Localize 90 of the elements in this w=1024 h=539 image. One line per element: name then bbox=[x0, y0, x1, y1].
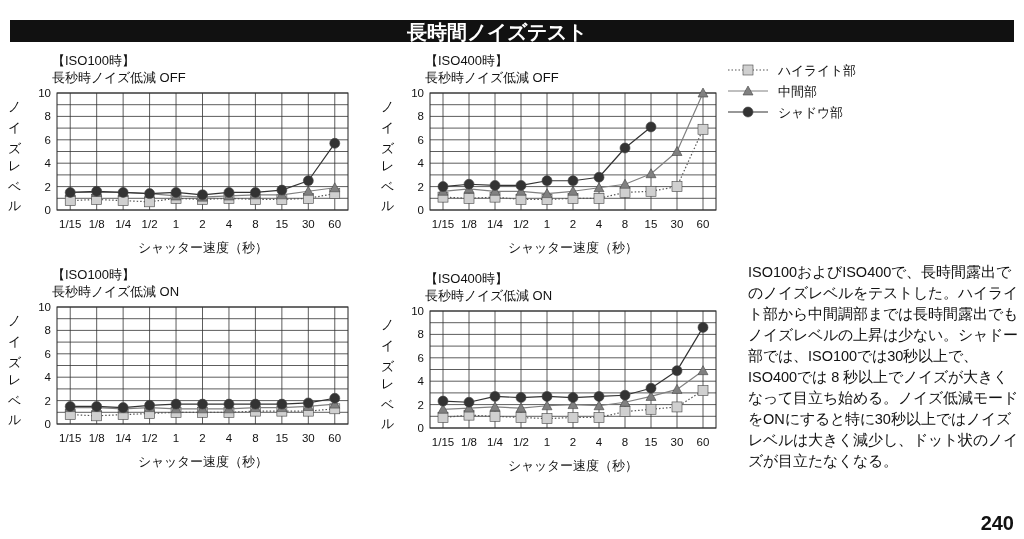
x-axis-title: シャッター速度（秒） bbox=[137, 454, 268, 469]
y-tick-label: 8 bbox=[417, 328, 424, 341]
x-tick-label: 1/4 bbox=[115, 218, 132, 230]
y-axis-title: ノイズレベル bbox=[380, 309, 396, 430]
y-tick-label: 4 bbox=[417, 157, 425, 170]
chart-title: 【ISO100時】 bbox=[52, 53, 136, 68]
x-tick-label: 8 bbox=[252, 432, 259, 444]
y-tick-label: 10 bbox=[38, 301, 51, 313]
y-tick-label: 0 bbox=[44, 418, 51, 430]
x-tick-label: 2 bbox=[569, 218, 577, 230]
x-axis-title: シャッター速度（秒） bbox=[137, 240, 268, 255]
x-tick-label: 1/15 bbox=[59, 432, 82, 444]
x-axis-title: シャッター速度（秒） bbox=[508, 240, 638, 255]
y-tick-label: 2 bbox=[417, 180, 424, 193]
x-tick-label: 15 bbox=[275, 218, 289, 230]
y-tick-label: 4 bbox=[417, 375, 425, 388]
x-tick-label: 4 bbox=[225, 218, 233, 230]
x-tick-label: 1/4 bbox=[115, 432, 132, 444]
y-axis-title: ノイズレベル bbox=[7, 91, 23, 212]
y-tick-label: 4 bbox=[44, 157, 52, 170]
y-axis-title: ノイズレベル bbox=[7, 305, 23, 426]
x-axis-title: シャッター速度（秒） bbox=[508, 458, 638, 473]
text: 240 bbox=[980, 512, 1014, 535]
x-tick-label: 1/15 bbox=[431, 218, 455, 230]
y-tick-label: 2 bbox=[417, 398, 424, 411]
y-tick-label: 8 bbox=[417, 110, 424, 123]
x-tick-label: 1 bbox=[172, 432, 180, 444]
chart-subtitle: 長秒時ノイズ低減 OFF bbox=[52, 70, 186, 85]
x-tick-label: 1 bbox=[172, 218, 180, 230]
x-tick-label: 30 bbox=[301, 432, 315, 444]
y-tick-label: 8 bbox=[44, 324, 51, 337]
x-tick-label: 1/2 bbox=[513, 218, 529, 230]
y-tick-label: 0 bbox=[417, 422, 424, 434]
x-tick-label: 30 bbox=[301, 218, 315, 230]
x-tick-label: 1/15 bbox=[59, 218, 82, 230]
x-tick-label: 1 bbox=[543, 218, 551, 230]
x-tick-label: 1/2 bbox=[513, 436, 529, 448]
x-tick-label: 1/4 bbox=[487, 218, 504, 230]
legend-label: シャドウ部 bbox=[778, 105, 843, 120]
text: 長時間ノイズテスト bbox=[406, 21, 587, 43]
y-tick-label: 6 bbox=[44, 347, 51, 360]
x-tick-label: 8 bbox=[252, 218, 259, 230]
x-tick-label: 15 bbox=[644, 436, 658, 448]
y-tick-label: 10 bbox=[38, 87, 51, 99]
y-tick-label: 6 bbox=[417, 133, 424, 146]
chart-title: 【ISO100時】 bbox=[52, 267, 136, 282]
y-tick-label: 10 bbox=[411, 305, 424, 317]
x-tick-label: 8 bbox=[621, 436, 629, 448]
chart-title: 【ISO400時】 bbox=[425, 271, 509, 286]
x-tick-label: 1/15 bbox=[431, 436, 455, 448]
x-tick-label: 1/2 bbox=[141, 432, 158, 444]
x-tick-label: 30 bbox=[670, 436, 684, 448]
x-tick-label: 60 bbox=[328, 218, 342, 230]
x-tick-label: 4 bbox=[225, 432, 233, 444]
x-tick-label: 15 bbox=[275, 432, 289, 444]
chart-subtitle: 長秒時ノイズ低減 OFF bbox=[425, 70, 559, 85]
x-tick-label: 30 bbox=[670, 218, 684, 230]
x-tick-label: 8 bbox=[621, 218, 629, 230]
x-tick-label: 60 bbox=[696, 436, 710, 448]
y-tick-label: 0 bbox=[44, 204, 51, 216]
x-tick-label: 1/8 bbox=[461, 218, 477, 230]
x-tick-label: 1/8 bbox=[461, 436, 477, 448]
x-tick-label: 4 bbox=[595, 436, 603, 448]
y-axis-title: ノイズレベル bbox=[380, 91, 396, 212]
y-tick-label: 0 bbox=[417, 204, 424, 216]
y-tick-label: 2 bbox=[44, 394, 51, 407]
y-tick-label: 8 bbox=[44, 110, 51, 123]
x-tick-label: 60 bbox=[328, 432, 342, 444]
x-tick-label: 15 bbox=[644, 218, 658, 230]
y-tick-label: 10 bbox=[411, 87, 424, 99]
legend-label: 中間部 bbox=[778, 84, 817, 99]
y-tick-label: 6 bbox=[417, 351, 424, 364]
x-tick-label: 2 bbox=[199, 218, 206, 230]
x-tick-label: 1/4 bbox=[487, 436, 504, 448]
chart-title: 【ISO400時】 bbox=[425, 53, 509, 68]
x-tick-label: 2 bbox=[569, 436, 577, 448]
x-tick-label: 60 bbox=[696, 218, 710, 230]
x-tick-label: 1/8 bbox=[88, 432, 105, 444]
y-tick-label: 6 bbox=[44, 133, 51, 146]
text: ISO100およびISO400で、長時間露出でのノイズレベルをテストした。ハイライト部から中間調部までは長時間露出でもノイズレベルの上昇は少ない。シャドー部では、ISO100では30秒以上で、ISO400では 8 秒以上でノイズが大きくなって目立ち始める。ノイズ低減モードをONにすると特に30秒以上ではノイズレベルは大きく減少し、ドット状のノイズが目立たなくなる。 bbox=[748, 264, 1018, 469]
chart-subtitle: 長秒時ノイズ低減 ON bbox=[425, 288, 553, 303]
x-tick-label: 2 bbox=[199, 432, 206, 444]
y-tick-label: 2 bbox=[44, 180, 51, 193]
x-tick-label: 1 bbox=[543, 436, 551, 448]
x-tick-label: 1/8 bbox=[88, 218, 105, 230]
x-tick-label: 1/2 bbox=[141, 218, 158, 230]
chart-subtitle: 長秒時ノイズ低減 ON bbox=[52, 284, 180, 299]
legend-label: ハイライト部 bbox=[777, 63, 856, 78]
y-tick-label: 4 bbox=[44, 371, 52, 384]
x-tick-label: 4 bbox=[595, 218, 603, 230]
